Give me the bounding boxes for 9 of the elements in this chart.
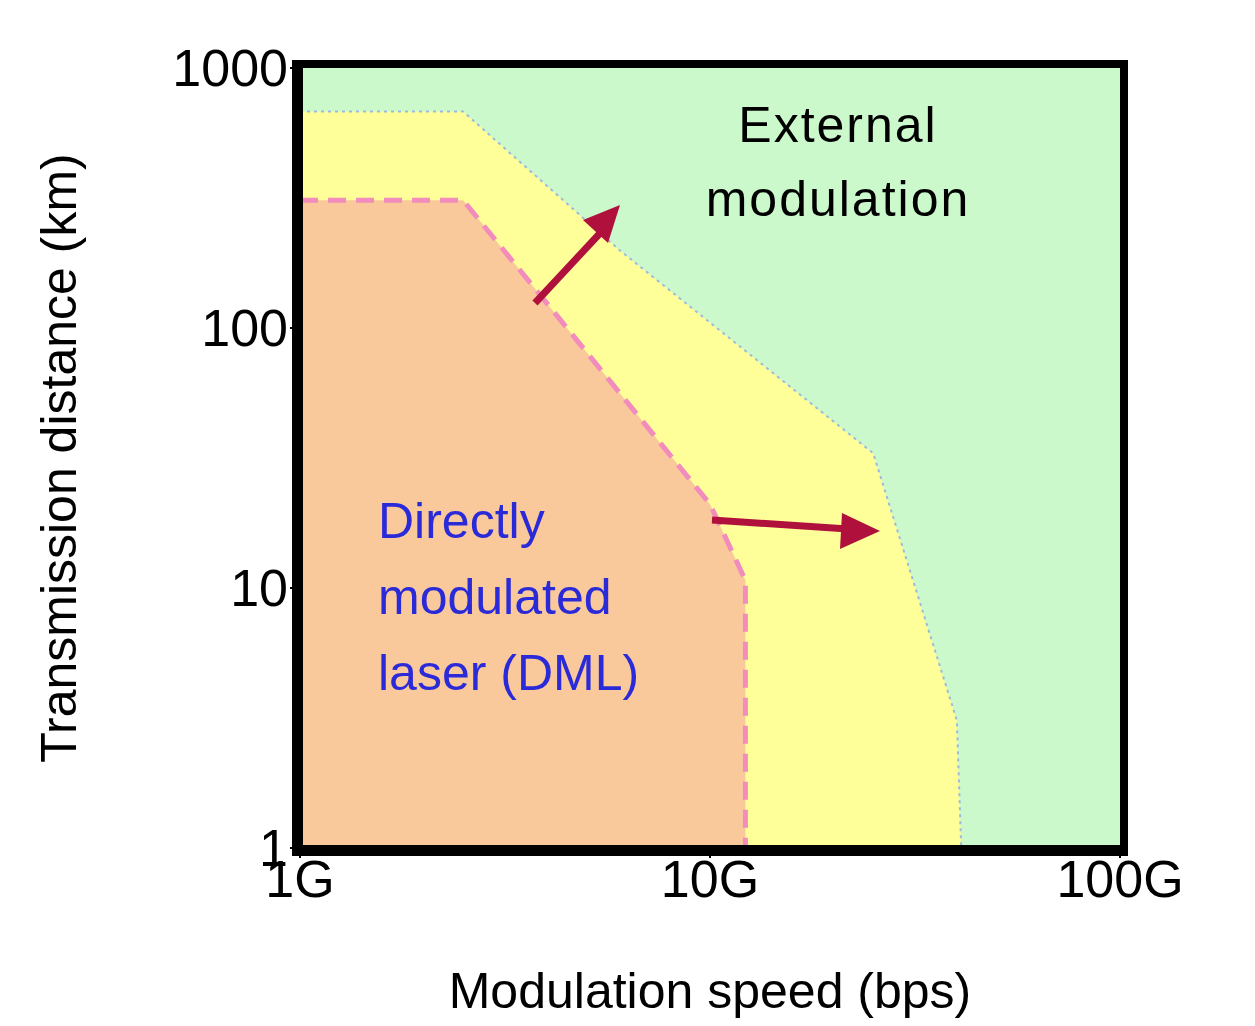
annotation: External modulation	[704, 96, 972, 229]
annotation: Directly modulated laser (DML)	[378, 492, 641, 703]
y-tick-label: 100	[201, 299, 288, 358]
x-axis-title: Modulation speed (bps)	[448, 963, 972, 1019]
y-axis-title: Transmission distance (km)	[30, 153, 87, 763]
x-tick-label: 10G	[660, 849, 760, 908]
x-tick-label: 100G	[1056, 849, 1184, 908]
y-tick-label: 10	[230, 559, 288, 618]
y-tick-label: 1000	[172, 39, 288, 98]
